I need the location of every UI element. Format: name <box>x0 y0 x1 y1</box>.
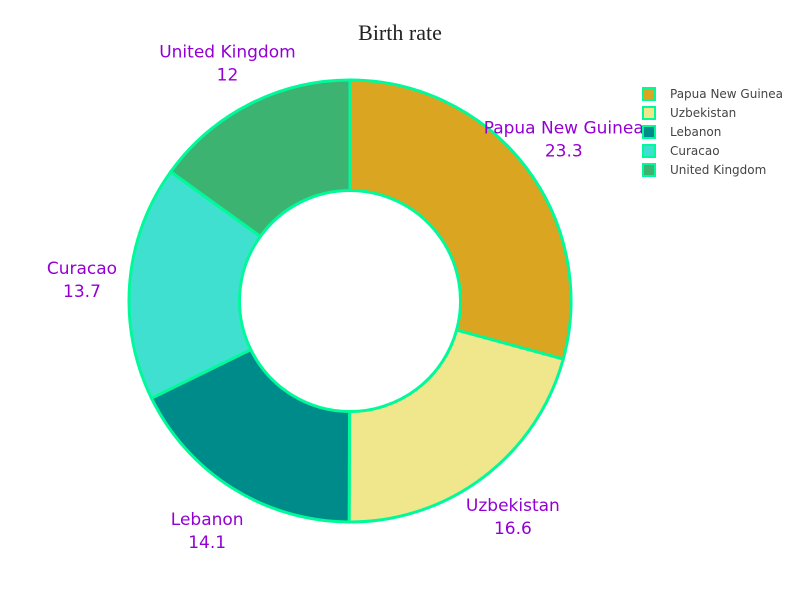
legend: Papua New Guinea Uzbekistan Lebanon Curacao… <box>642 87 783 177</box>
legend-item-curacao[interactable]: Curacao <box>642 144 720 158</box>
legend-label-uzbekistan: Uzbekistan <box>670 106 736 120</box>
legend-swatch-lebanon <box>642 125 656 139</box>
slice-labels: Papua New Guinea 23.3 Uzbekistan 16.6 Lebano… <box>47 43 644 553</box>
slice-papua-new-guinea[interactable] <box>348 78 573 361</box>
legend-item-papua-new-guinea[interactable]: Papua New Guinea <box>642 87 783 101</box>
legend-label-papua-new-guinea: Papua New Guinea <box>670 87 783 101</box>
slice-value-lebanon: 14.1 <box>188 533 226 553</box>
slice-value-united-kingdom: 12 <box>217 66 239 86</box>
slice-curacao[interactable] <box>127 169 263 401</box>
legend-swatch-united-kingdom <box>642 163 656 177</box>
slice-value-uzbekistan: 16.6 <box>494 519 532 539</box>
slice-label-curacao: Curacao <box>47 259 117 279</box>
slice-value-papua-new-guinea: 23.3 <box>545 142 583 162</box>
legend-label-curacao: Curacao <box>670 144 720 158</box>
legend-swatch-curacao <box>642 144 656 158</box>
chart-title: Birth rate <box>358 20 442 45</box>
slice-label-lebanon: Lebanon <box>171 510 244 530</box>
slice-lebanon[interactable] <box>149 347 352 524</box>
legend-item-united-kingdom[interactable]: United Kingdom <box>642 163 766 177</box>
legend-label-united-kingdom: United Kingdom <box>670 163 766 177</box>
legend-item-uzbekistan[interactable]: Uzbekistan <box>642 106 736 120</box>
legend-swatch-papua-new-guinea <box>642 87 656 101</box>
slice-united-kingdom[interactable] <box>168 78 352 239</box>
slice-label-papua-new-guinea: Papua New Guinea <box>484 119 644 139</box>
slice-label-uzbekistan: Uzbekistan <box>466 496 560 516</box>
legend-item-lebanon[interactable]: Lebanon <box>642 125 721 139</box>
slice-uzbekistan[interactable] <box>347 328 566 524</box>
legend-label-lebanon: Lebanon <box>670 125 721 139</box>
donut-slices <box>127 78 573 524</box>
slice-label-united-kingdom: United Kingdom <box>159 43 295 63</box>
slice-value-curacao: 13.7 <box>63 282 101 302</box>
legend-swatch-uzbekistan <box>642 106 656 120</box>
